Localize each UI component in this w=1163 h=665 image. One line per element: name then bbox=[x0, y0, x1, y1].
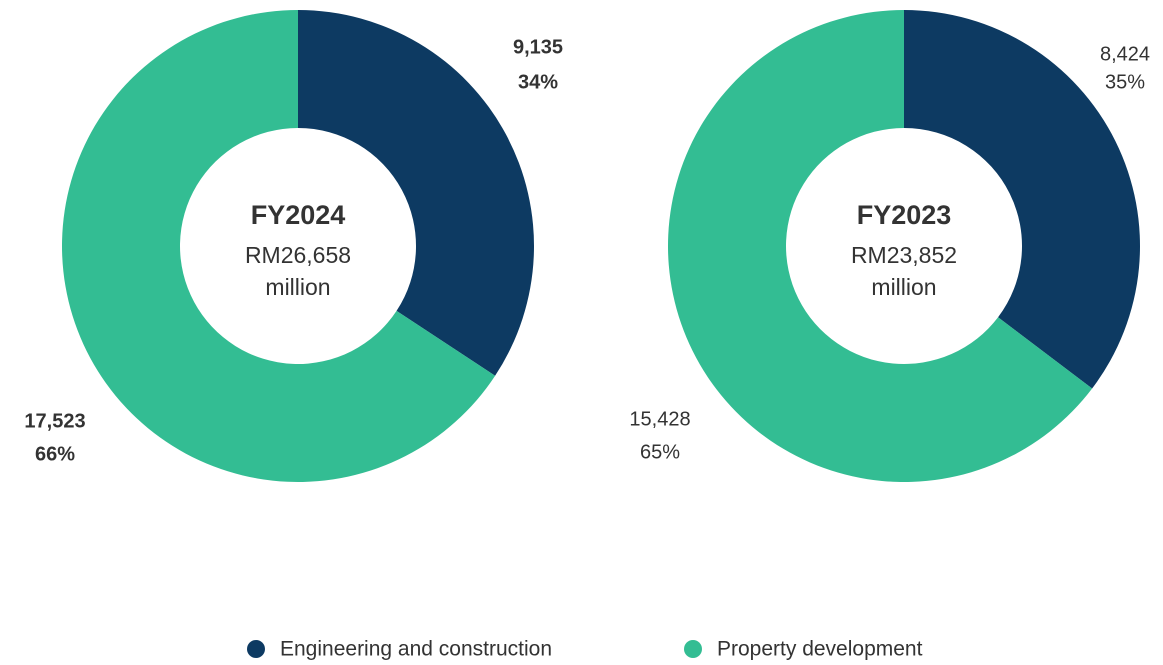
value-label: 17,523 bbox=[24, 410, 85, 432]
value-label: 9,135 bbox=[513, 36, 563, 58]
center-total: RM23,852 bbox=[851, 242, 957, 268]
slice bbox=[904, 10, 1140, 389]
value-label: 15,428 bbox=[629, 408, 690, 430]
percent-label: 34% bbox=[518, 71, 558, 93]
value-label: 8,424 bbox=[1100, 43, 1150, 65]
legend-label: Property development bbox=[717, 638, 923, 661]
center-unit: million bbox=[871, 274, 936, 300]
slice bbox=[667, 10, 1093, 483]
percent-label: 65% bbox=[640, 441, 680, 463]
center-unit: million bbox=[265, 274, 330, 300]
slice bbox=[298, 10, 534, 376]
center-title: FY2023 bbox=[857, 200, 952, 230]
percent-label: 35% bbox=[1105, 71, 1145, 93]
legend-marker bbox=[247, 640, 265, 658]
legend-marker bbox=[684, 640, 702, 658]
center-total: RM26,658 bbox=[245, 242, 351, 268]
legend-label: Engineering and construction bbox=[280, 638, 552, 661]
slice bbox=[62, 10, 496, 482]
center-title: FY2024 bbox=[251, 200, 346, 230]
percent-label: 66% bbox=[35, 443, 75, 465]
